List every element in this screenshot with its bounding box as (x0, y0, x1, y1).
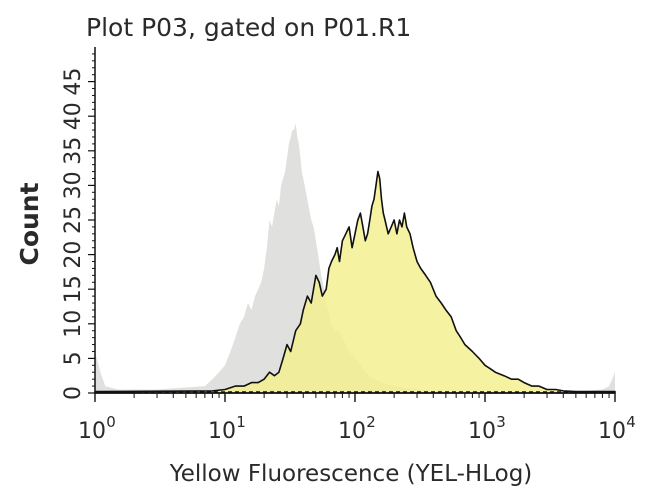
x-tick-exponent: 3 (496, 413, 506, 431)
x-tick-label: 10 (208, 419, 236, 444)
x-tick-exponent: 1 (236, 413, 246, 431)
x-tick-label: 10 (468, 419, 496, 444)
x-axis-ticks: 10 0 10 1 10 2 10 3 10 4 (78, 393, 636, 444)
y-tick-label: 5 (61, 351, 86, 365)
y-tick-label: 10 (61, 310, 86, 338)
histogram-series-2 (94, 170, 616, 394)
x-tick-label: 10 (338, 419, 366, 444)
chart-title: Plot P03, gated on P01.R1 (86, 13, 411, 42)
x-axis-label: Yellow Fluorescence (YEL-HLog) (169, 461, 533, 487)
x-tick-exponent: 0 (106, 413, 116, 431)
x-tick-label: 10 (598, 419, 626, 444)
y-tick-label: 15 (61, 275, 86, 303)
y-tick-label: 20 (61, 241, 86, 269)
x-tick-exponent: 2 (366, 413, 376, 431)
y-axis-label: Count (15, 182, 44, 265)
y-tick-label: 25 (61, 206, 86, 234)
plot-area (94, 47, 616, 394)
y-tick-label: 35 (61, 137, 86, 165)
y-tick-label: 30 (61, 171, 86, 199)
y-tick-label: 45 (61, 68, 86, 96)
y-tick-label: 40 (61, 102, 86, 130)
y-tick-label: 0 (61, 386, 86, 400)
x-tick-label: 10 (78, 419, 106, 444)
x-tick-exponent: 4 (626, 413, 636, 431)
y-axis-ticks: 0 5 10 15 20 25 30 35 40 45 (61, 53, 95, 400)
